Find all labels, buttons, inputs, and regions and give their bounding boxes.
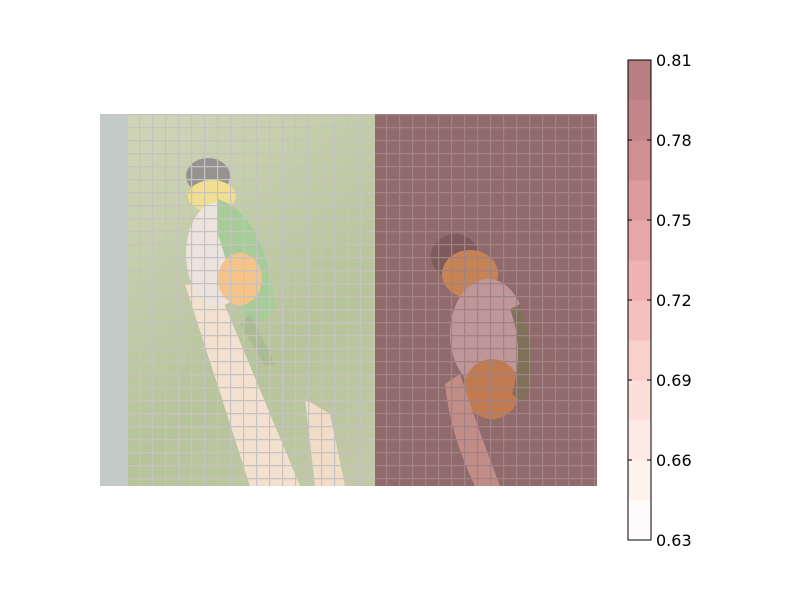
colorbar-tick-label: 0.81 bbox=[656, 51, 692, 70]
colorbar-band bbox=[628, 380, 651, 421]
heatmap-image-panel bbox=[100, 114, 597, 486]
colorbar-tick-label: 0.69 bbox=[656, 371, 692, 390]
colorbar-band bbox=[628, 460, 651, 501]
heatmap-overlay-cell bbox=[100, 114, 375, 486]
colorbar-tick-label: 0.63 bbox=[656, 531, 692, 550]
colorbar-band bbox=[628, 140, 651, 181]
colorbar-band bbox=[628, 500, 651, 541]
colorbar-band bbox=[628, 300, 651, 341]
colorbar-ticks: 0.63 0.66 0.69 0.72 0.75 0.78 0.81 bbox=[628, 51, 692, 550]
heatmap-overlay bbox=[100, 114, 597, 486]
colorbar-band bbox=[628, 260, 651, 301]
colorbar-tick-label: 0.66 bbox=[656, 451, 692, 470]
colorbar-bands bbox=[628, 60, 651, 541]
colorbar-tick-label: 0.72 bbox=[656, 291, 692, 310]
photo-scene bbox=[100, 114, 597, 486]
colorbar-band bbox=[628, 340, 651, 381]
colorbar-band bbox=[628, 420, 651, 461]
colorbar-band bbox=[628, 100, 651, 141]
heatmap-overlay-cell bbox=[375, 114, 597, 486]
colorbar-tick-label: 0.78 bbox=[656, 131, 692, 150]
colorbar-band bbox=[628, 220, 651, 261]
colorbar-band bbox=[628, 60, 651, 101]
colorbar-band bbox=[628, 180, 651, 221]
colorbar-tick-label: 0.75 bbox=[656, 211, 692, 230]
